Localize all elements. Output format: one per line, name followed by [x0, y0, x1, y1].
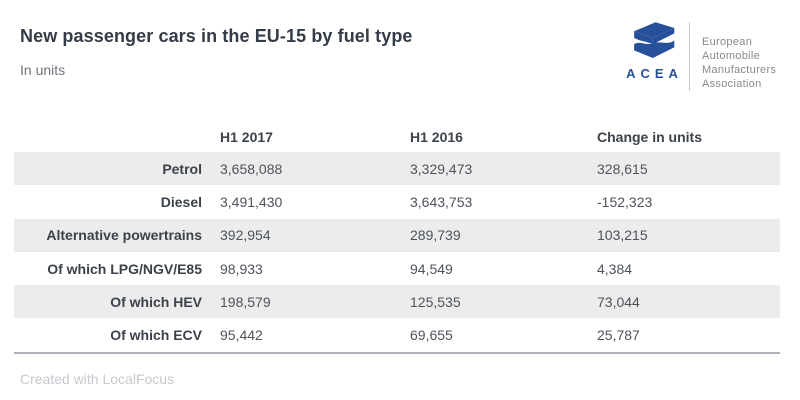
value-change: 25,787 [597, 327, 640, 344]
value-change: -152,323 [597, 193, 653, 210]
table-row-alternative-powertrains: Alternative powertrains 392,954 289,739 … [14, 218, 780, 252]
logo-divider [689, 22, 690, 91]
value-h1-2016: 125,535 [410, 293, 461, 310]
value-h1-2016: 3,643,753 [410, 193, 473, 210]
table-row-hev: Of which HEV 198,579 125,535 73,044 [14, 285, 780, 319]
row-label: Alternative powertrains [46, 227, 202, 244]
value-h1-2016: 94,549 [410, 260, 453, 277]
org-line: Association [702, 78, 762, 90]
table-row-petrol: Petrol 3,658,088 3,329,473 328,615 [14, 152, 780, 186]
column-header-change: Change in units [597, 129, 702, 145]
acea-acronym: ACEA [626, 66, 683, 81]
table-row-lpg-ngv-e85: Of which LPG/NGV/E85 98,933 94,549 4,384 [14, 252, 780, 285]
value-h1-2016: 289,739 [410, 227, 461, 244]
page-title: New passenger cars in the EU-15 by fuel … [20, 26, 413, 46]
value-change: 103,215 [597, 227, 648, 244]
value-h1-2016: 69,655 [410, 327, 453, 344]
column-header-h1-2017: H1 2017 [220, 129, 273, 145]
row-label: Petrol [162, 160, 202, 177]
value-change: 4,384 [597, 260, 633, 277]
value-h1-2016: 3,329,473 [410, 160, 473, 177]
row-label: Diesel [160, 193, 202, 210]
row-label: Of which LPG/NGV/E85 [47, 260, 202, 277]
org-line: Manufacturers [702, 64, 777, 76]
table-row-diesel: Diesel 3,491,430 3,643,753 -152,323 [14, 185, 780, 218]
acea-stack-icon [634, 22, 675, 58]
row-label: Of which HEV [110, 293, 202, 310]
credit-text: Created with LocalFocus [20, 371, 175, 387]
org-line: European [702, 36, 753, 48]
subtitle: In units [20, 62, 66, 78]
fuel-type-table: H1 2017 H1 2016 Change in units Petrol 3… [14, 122, 780, 354]
row-label: Of which ECV [110, 327, 202, 344]
value-change: 328,615 [597, 160, 648, 177]
value-h1-2017: 198,579 [220, 293, 271, 310]
acea-logo-left: ACEA [626, 19, 678, 91]
value-h1-2017: 3,658,088 [220, 160, 283, 177]
table-row-ecv: Of which ECV 95,442 69,655 25,787 [14, 318, 780, 351]
value-h1-2017: 392,954 [220, 227, 271, 244]
value-h1-2017: 95,442 [220, 327, 263, 344]
acea-logo: ACEA European Automobile Manufacturers A… [626, 19, 776, 91]
value-change: 73,044 [597, 293, 640, 310]
value-h1-2017: 3,491,430 [220, 193, 283, 210]
value-h1-2017: 98,933 [220, 260, 263, 277]
org-line: Automobile [702, 50, 761, 62]
table-header-row: H1 2017 H1 2016 Change in units [14, 122, 780, 152]
org-name: European Automobile Manufacturers Associ… [702, 19, 776, 91]
column-header-h1-2016: H1 2016 [410, 129, 463, 145]
